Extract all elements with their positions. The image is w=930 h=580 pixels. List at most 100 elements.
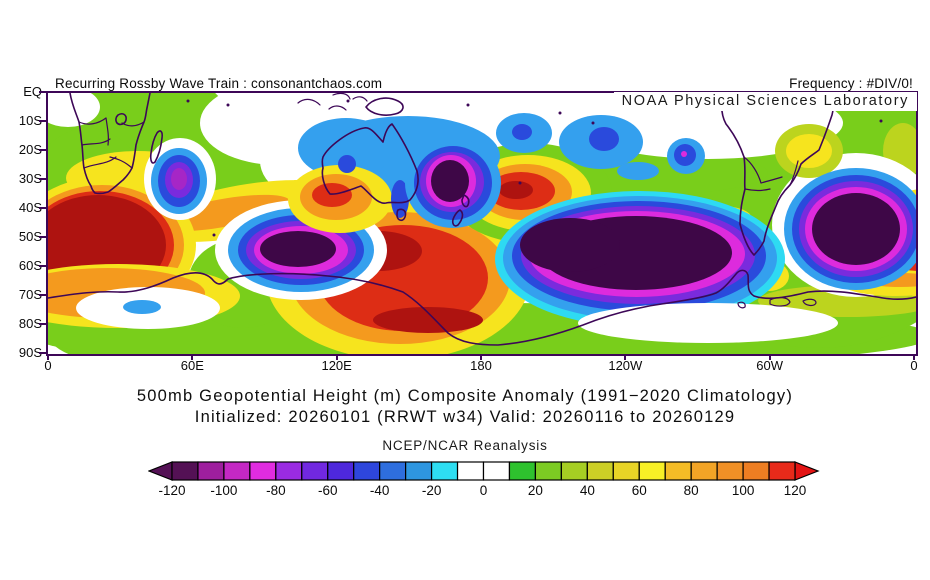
colorbar-cell <box>508 461 537 481</box>
colorbar-tick-label: 120 <box>783 483 807 498</box>
field-blob <box>786 134 832 168</box>
colorbar-tick-label: 0 <box>479 483 488 498</box>
field-blob <box>123 300 161 314</box>
colorbar-cell <box>353 461 381 481</box>
y-axis-label: 80S <box>18 316 42 331</box>
y-axis-tick <box>39 352 46 354</box>
colorbar-cell <box>482 461 511 481</box>
field-blob <box>812 193 900 265</box>
colorbar-cell <box>638 461 666 481</box>
y-axis-tick <box>39 265 46 267</box>
y-axis-label: 70S <box>18 287 42 302</box>
colorbar-arrow <box>794 461 820 481</box>
x-axis-tick <box>768 354 771 360</box>
colorbar-tick-label: -120 <box>158 483 186 498</box>
field-blob <box>617 162 659 180</box>
y-axis-label: 90S <box>18 345 42 360</box>
y-axis-label: 10S <box>18 113 42 128</box>
x-axis-tick <box>624 354 627 360</box>
colorbar-cell <box>586 461 614 481</box>
colorbar-cell <box>742 461 770 481</box>
header-credit: Recurring Rossby Wave Train : consonantc… <box>55 76 383 91</box>
colorbar-cell <box>430 461 459 481</box>
field-blob <box>312 183 352 207</box>
colorbar-cell <box>690 461 718 481</box>
x-axis-label: 60W <box>756 358 784 373</box>
colorbar-cell <box>171 461 199 481</box>
field-blob <box>431 160 469 202</box>
plot-title-line2: Initialized: 20260101 (RRWT w34) Valid: … <box>194 408 736 426</box>
field-blob <box>681 151 687 157</box>
colorbar-tick-label: 100 <box>731 483 755 498</box>
colorbar-cell <box>768 461 796 481</box>
y-axis-tick <box>39 149 46 151</box>
colorbar-cell <box>327 461 355 481</box>
colorbar-tick-label: -80 <box>266 483 286 498</box>
x-axis-label: 60E <box>180 358 204 373</box>
x-axis-tick <box>191 354 194 360</box>
x-axis-label: 120W <box>608 358 643 373</box>
colorbar-cell <box>275 461 303 481</box>
colorbar-tick-label: -60 <box>317 483 338 498</box>
y-axis-tick <box>39 178 46 180</box>
y-axis-label: 40S <box>18 200 42 215</box>
colorbar-tick-label: 40 <box>579 483 595 498</box>
x-axis-label: 0 <box>44 358 52 373</box>
field-blob <box>520 218 620 272</box>
colorbar-tick-label: -20 <box>421 483 442 498</box>
y-axis-tick <box>39 91 46 93</box>
header-frequency: Frequency : #DIV/0! <box>789 76 913 91</box>
colorbar-tick-label: 20 <box>527 483 543 498</box>
colorbar-cell <box>664 461 692 481</box>
map-plot-area: NOAA Physical Sciences Laboratory <box>46 91 918 356</box>
field-blob <box>373 307 483 333</box>
y-axis-label: 50S <box>18 229 42 244</box>
colorbar-cell <box>249 461 277 481</box>
x-axis-tick <box>480 354 482 360</box>
colorbar-cell <box>197 461 225 481</box>
field-blob <box>338 155 356 173</box>
x-axis-tick <box>335 354 338 360</box>
y-axis-tick <box>39 207 46 209</box>
field-blob <box>391 180 409 218</box>
colorbar-cell <box>534 461 562 481</box>
x-axis-label: 120E <box>321 358 352 373</box>
colorbar-tick-label: -40 <box>369 483 390 498</box>
colorbar <box>148 461 820 481</box>
y-axis-label: 60S <box>18 258 42 273</box>
field-blob <box>578 303 838 343</box>
colorbar-tick-label: 80 <box>683 483 699 498</box>
colorbar-source-label: NCEP/NCAR Reanalysis <box>382 438 548 453</box>
coastlines <box>48 93 916 346</box>
field-blob <box>512 124 532 140</box>
y-axis-label: 20S <box>18 142 42 157</box>
colorbar-arrow <box>148 461 173 481</box>
y-axis-tick <box>39 294 46 296</box>
y-axis-tick <box>39 323 46 325</box>
colorbar-cell <box>716 461 744 481</box>
colorbar-cell <box>456 461 485 481</box>
colorbar-cell <box>612 461 640 481</box>
colorbar-cell <box>223 461 251 481</box>
y-axis-tick <box>39 120 46 122</box>
x-axis-label: 0 <box>910 358 918 373</box>
colorbar-tick-label: 60 <box>631 483 647 498</box>
y-axis-label: 30S <box>18 171 42 186</box>
field-blob <box>499 181 533 199</box>
colorbar-cell <box>301 461 329 481</box>
field-blob <box>171 168 187 190</box>
x-axis-tick <box>47 354 49 360</box>
colorbar-tick-label: -100 <box>210 483 238 498</box>
plot-title-line1: 500mb Geopotential Height (m) Composite … <box>136 387 794 405</box>
x-axis-tick <box>913 354 915 360</box>
anomaly-field-map <box>48 93 916 354</box>
field-blob <box>260 231 336 267</box>
noaa-psl-label: NOAA Physical Sciences Laboratory <box>613 92 917 111</box>
field-blob <box>589 127 619 151</box>
contour-field <box>48 93 916 354</box>
colorbar-cell <box>405 461 433 481</box>
colorbar-cell <box>379 461 407 481</box>
y-axis-label: EQ <box>23 84 42 99</box>
y-axis-tick <box>39 236 46 238</box>
